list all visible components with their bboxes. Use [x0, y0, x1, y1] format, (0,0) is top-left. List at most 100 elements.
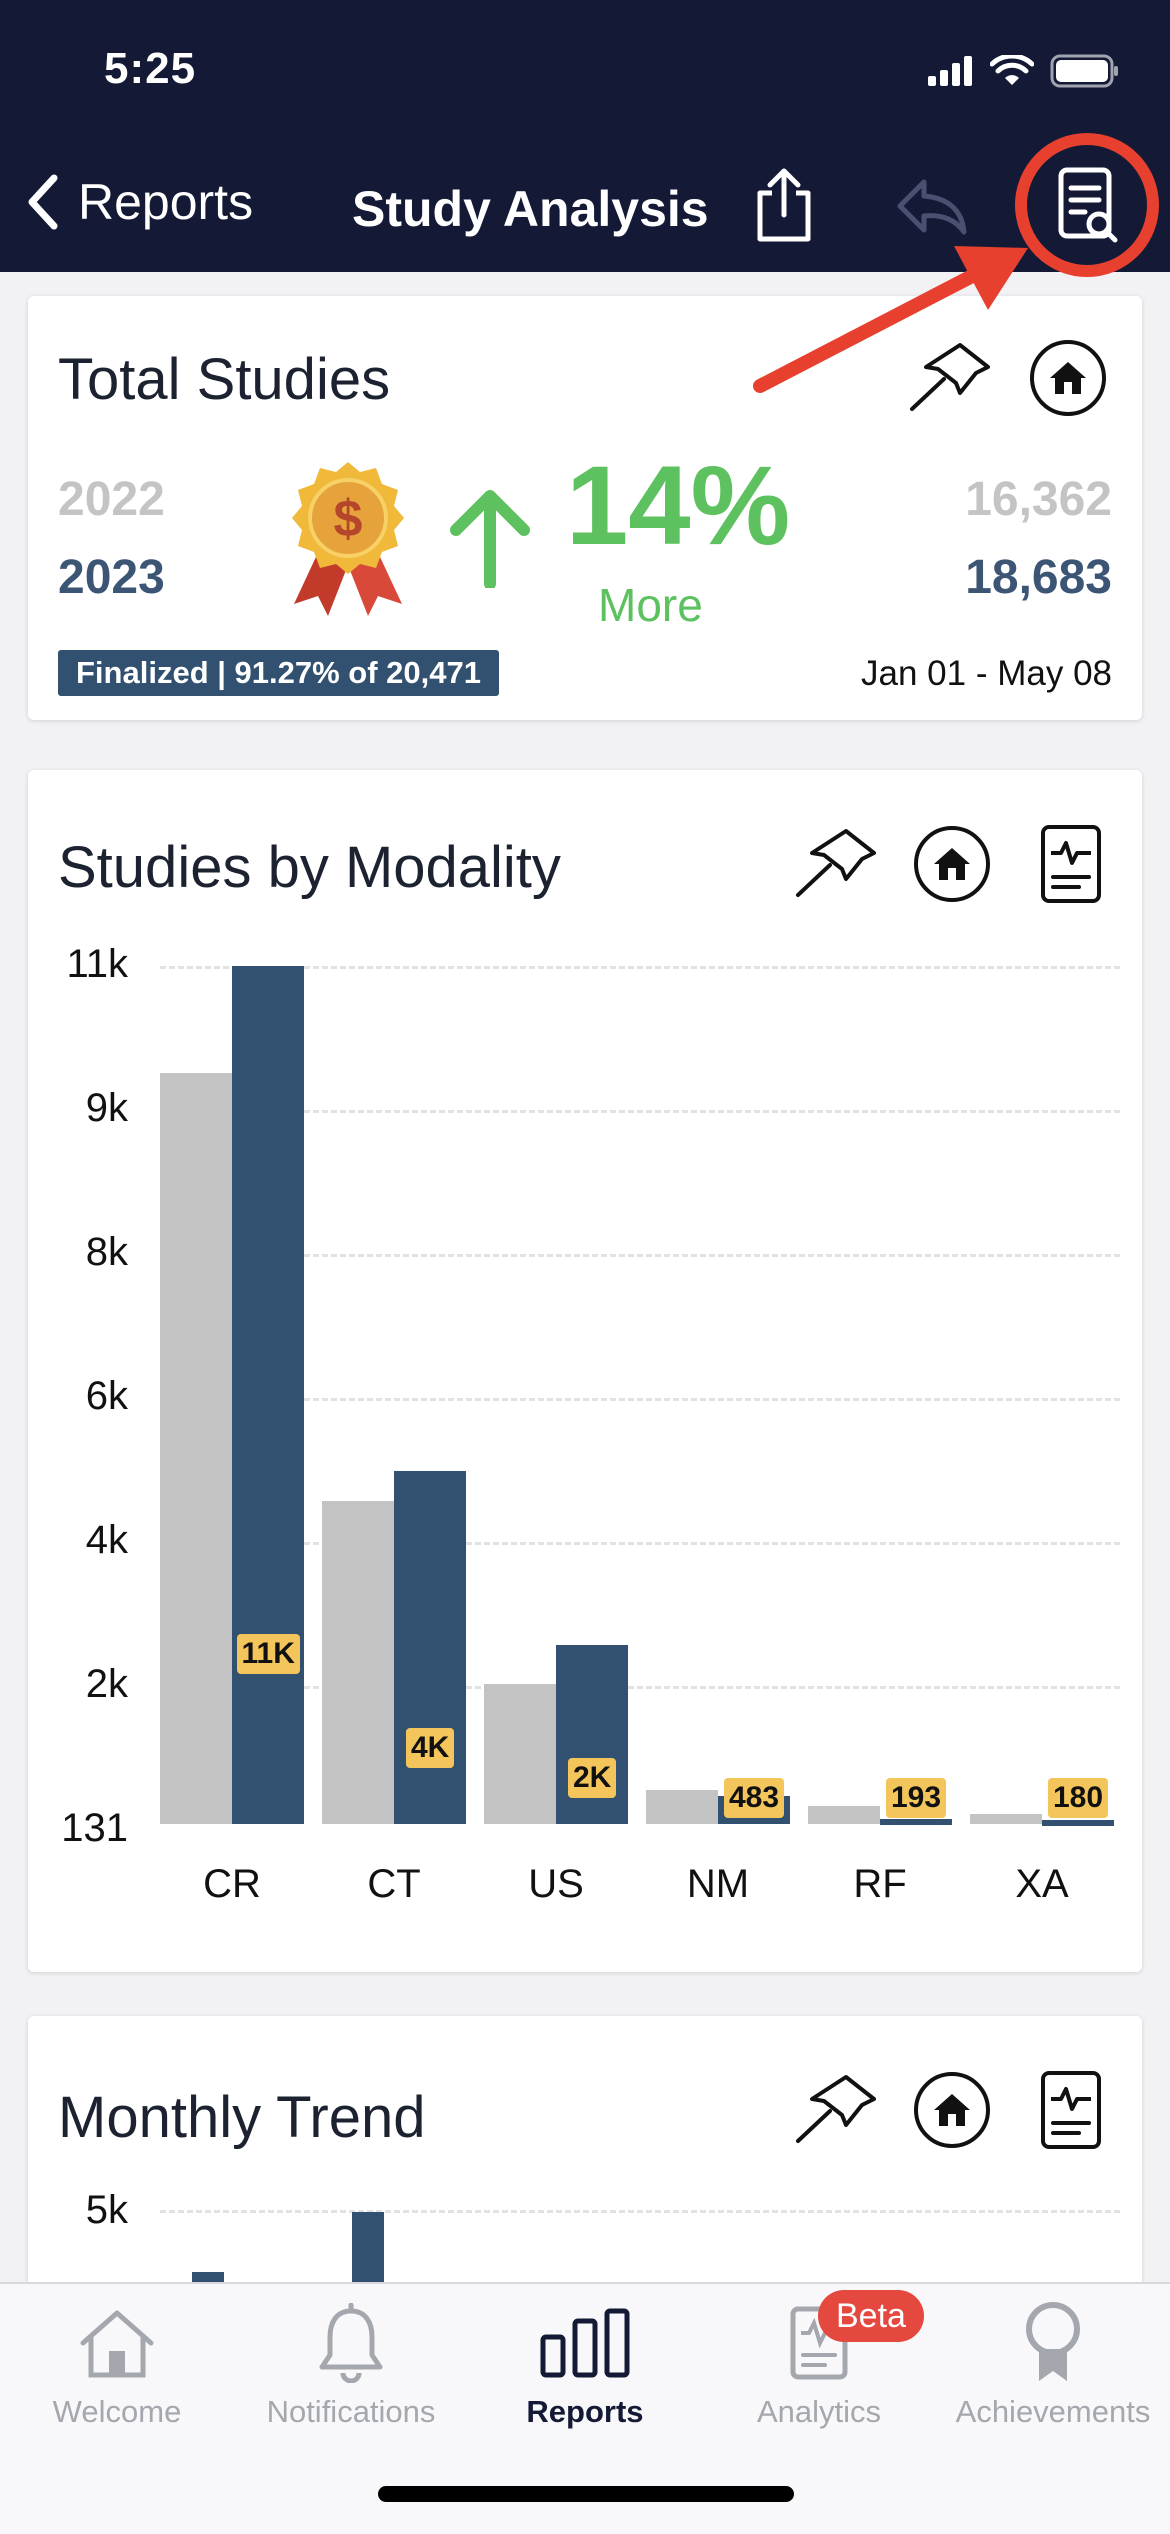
bar-2023: [394, 1471, 466, 1824]
date-range: Jan 01 - May 08: [861, 654, 1112, 693]
x-tick-label: NM: [686, 1862, 750, 1906]
gridline: [160, 1686, 1120, 1689]
count-cur: 18,683: [965, 551, 1112, 604]
bar-2022: [646, 1790, 718, 1824]
report-search-button[interactable]: [1048, 166, 1128, 246]
reply-icon: [897, 179, 967, 235]
year-cur: 2023: [58, 551, 165, 604]
bar-2022: [322, 1501, 394, 1824]
battery-icon: [1050, 54, 1118, 88]
bar-2022: [808, 1805, 880, 1824]
chevron-left-icon: [28, 174, 58, 230]
bar-data-label: 11K: [236, 1634, 300, 1674]
finalized-badge: Finalized | 91.27% of 20,471: [58, 650, 499, 696]
bar-2023: [232, 966, 304, 1824]
y-tick-label: 11k: [66, 942, 128, 986]
bar-data-label: 4K: [406, 1728, 455, 1768]
modality-card: Studies by Modality 11k 9k 8k 6k 4k 2k 131 11K C…: [28, 770, 1142, 1972]
bar-data-label: 193: [886, 1778, 947, 1818]
tab-reports[interactable]: Reports: [468, 2298, 702, 2430]
award-medal-icon: $: [292, 462, 404, 616]
back-label: Reports: [78, 174, 254, 230]
signal-icon: [928, 56, 972, 86]
monthly-y-tick: 5k: [85, 2188, 128, 2232]
bar-2023: [1042, 1820, 1114, 1827]
tab-welcome[interactable]: Welcome: [0, 2298, 234, 2430]
report-button[interactable]: [1038, 822, 1104, 906]
modality-chart: 11k 9k 8k 6k 4k 2k 131 11K CR 4K CT 2K US 483 NM 193 RF 1…: [28, 770, 1142, 1972]
tab-label: Analytics: [756, 2394, 882, 2429]
home-pin-button[interactable]: [1030, 340, 1106, 416]
pin-button[interactable]: [792, 822, 882, 902]
y-tick-label: 4k: [85, 1518, 128, 1562]
change-word: More: [598, 579, 703, 631]
tab-label: Welcome: [52, 2394, 182, 2429]
pin-icon: [796, 829, 876, 897]
share-icon: [757, 168, 811, 242]
gridline: [160, 1110, 1120, 1113]
year-prev: 2022: [58, 473, 165, 526]
y-tick-label: 8k: [85, 1230, 128, 1274]
bar-data-label: 180: [1048, 1778, 1109, 1818]
y-tick-label: 6k: [85, 1374, 128, 1418]
annotation-arrow: [753, 246, 1028, 393]
document-search-icon: [1058, 167, 1118, 243]
x-tick-label: CR: [203, 1862, 261, 1906]
highlight-circle-annotation: [1015, 133, 1159, 277]
arrow-up-icon: [450, 490, 530, 588]
pin-button[interactable]: [792, 2068, 882, 2148]
gridline: [160, 1542, 1120, 1545]
home-indicator: [378, 2486, 794, 2502]
x-tick-label: RF: [853, 1862, 907, 1906]
total-studies-title: Total Studies: [58, 347, 391, 412]
tab-achievements[interactable]: Achievements: [936, 2298, 1170, 2430]
svg-text:$: $: [334, 490, 363, 548]
monthly-trend-card: Monthly Trend 5k: [28, 2016, 1142, 2332]
home-pin-button[interactable]: [914, 2072, 990, 2148]
tab-label: Achievements: [955, 2394, 1151, 2429]
count-prev: 16,362: [965, 473, 1112, 526]
home-icon: [80, 2310, 154, 2378]
x-tick-label: US: [528, 1862, 584, 1906]
home-pin-button[interactable]: [914, 826, 990, 902]
bar-data-label: 483: [724, 1778, 785, 1818]
monthly-gridline: [160, 2210, 1120, 2213]
home-icon: [1050, 362, 1086, 394]
gridline: [160, 1254, 1120, 1257]
pin-icon: [796, 2075, 876, 2143]
bar-2022: [970, 1813, 1042, 1824]
x-tick-label: CT: [367, 1862, 421, 1906]
x-tick-label: XA: [1015, 1862, 1069, 1906]
report-button[interactable]: [1038, 2068, 1104, 2152]
medal-icon: [1026, 2302, 1080, 2381]
status-icons: [928, 54, 1120, 88]
tab-label: Reports: [526, 2394, 644, 2429]
report-icon: [1041, 2071, 1101, 2149]
status-time: 5:25: [104, 44, 197, 93]
report-icon: [1041, 825, 1101, 903]
home-icon: [934, 2094, 970, 2126]
top-bar: 5:25 Reports Study Analysis: [0, 0, 1170, 272]
share-button[interactable]: [744, 166, 824, 246]
y-tick-label: 2k: [85, 1662, 128, 1706]
total-studies-card: Total Studies 2022 2023 $ 14% More 16,36…: [28, 296, 1142, 720]
back-button[interactable]: Reports: [24, 172, 253, 232]
gridline: [160, 1398, 1120, 1401]
wifi-icon: [990, 55, 1034, 85]
y-tick-label: 9k: [85, 1086, 128, 1130]
bar-data-label: 2K: [568, 1758, 617, 1798]
page-title: Study Analysis: [352, 181, 709, 237]
home-icon: [934, 848, 970, 880]
y-tick-label: 131: [61, 1806, 128, 1850]
modality-title: Studies by Modality: [58, 835, 561, 900]
tab-notifications[interactable]: Notifications: [234, 2298, 468, 2430]
pin-button[interactable]: [906, 336, 996, 416]
gridline: [160, 966, 1120, 969]
tab-label: Notifications: [266, 2394, 436, 2429]
reply-button[interactable]: [892, 166, 972, 246]
bar-2022: [160, 1072, 232, 1824]
bell-icon: [319, 2303, 383, 2383]
monthly-title: Monthly Trend: [58, 2085, 426, 2150]
bar-2022: [484, 1683, 556, 1824]
bar-2023: [880, 1819, 952, 1826]
